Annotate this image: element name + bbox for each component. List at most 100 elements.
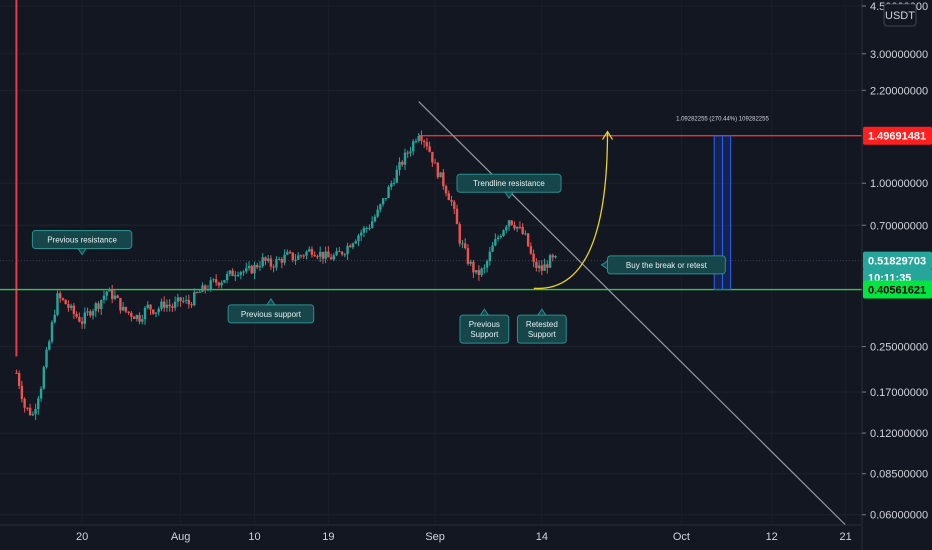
price-badge-label: 1.49691481 (868, 131, 926, 143)
candle-body (206, 289, 210, 291)
candle-body (395, 169, 398, 183)
candle-body (474, 270, 478, 273)
candle-body (318, 251, 322, 257)
candle-body (190, 304, 193, 306)
candle-body (69, 305, 73, 308)
candle-body (130, 312, 133, 317)
candle-body (458, 224, 461, 244)
candle-body (42, 367, 45, 389)
candle-body (253, 264, 256, 274)
candle-body (499, 235, 502, 238)
candle-body (15, 372, 18, 374)
note-pointer (504, 191, 514, 200)
candle-body (157, 308, 160, 313)
candle-body (242, 271, 245, 273)
candle-body (193, 292, 196, 306)
candle-body (477, 270, 481, 276)
candle-body (275, 259, 278, 268)
candle-body (152, 309, 155, 314)
note-previous-resistance: Previous resistance (31, 230, 133, 256)
candle-body (258, 266, 262, 268)
candle-body (398, 161, 401, 170)
candle-body (368, 227, 371, 229)
candle-body (26, 407, 29, 409)
note-text: Buy the break or retest (626, 261, 708, 270)
candle-body (264, 257, 267, 261)
price-badge-label: 0.51829703 (868, 256, 926, 268)
candle-body (91, 311, 95, 316)
candle-body (204, 285, 207, 290)
candle-body (234, 275, 237, 277)
candle-body (266, 258, 270, 261)
candle-body (346, 245, 349, 255)
candle-body (316, 256, 319, 258)
candle-body (428, 146, 431, 152)
candle-body (209, 280, 212, 290)
candle-body (329, 257, 333, 260)
x-tick-label: 19 (322, 531, 334, 543)
x-tick-label: 12 (766, 531, 778, 543)
candle-body (272, 266, 275, 268)
candle-body (455, 208, 459, 225)
candle-body (472, 261, 475, 273)
candle-body (365, 227, 368, 229)
candle-body (132, 316, 136, 319)
candle-body (149, 304, 152, 310)
candle-body (297, 255, 300, 260)
note-buy-the-break: Buy the break or retest (600, 255, 726, 275)
candle-body (351, 243, 355, 248)
candle-body (349, 245, 352, 248)
candle-body (182, 300, 185, 302)
candle-body (373, 216, 377, 222)
candle-body (80, 321, 84, 324)
candle-body (450, 200, 453, 202)
candle-body (86, 311, 89, 313)
candle-body (436, 162, 440, 178)
candle-body (381, 198, 385, 205)
price-axis[interactable]: 4.500000003.000000002.200000001.00000000… (861, 0, 928, 550)
candle-body (162, 301, 166, 308)
candle-body (379, 204, 382, 210)
candle-body (250, 265, 253, 274)
measure-label: 1.09282255 (270.44%) 109282255 (676, 117, 769, 123)
time-axis[interactable]: 20 Aug 10 19 Sep 14 Oct 12 21 (0, 524, 862, 543)
candle-body (50, 322, 54, 342)
currency-button[interactable]: USDT (883, 3, 917, 27)
x-tick-label: Sep (425, 531, 445, 543)
candle-body (146, 304, 149, 308)
candle-body (187, 299, 191, 305)
candle-body (551, 255, 554, 258)
candle-body (102, 295, 106, 300)
candle-body (488, 251, 492, 262)
candle-body (20, 385, 24, 399)
price-badge: 0.51829703 (863, 251, 932, 270)
candle-body (83, 312, 87, 324)
candle-body (302, 255, 305, 257)
candle-body (135, 314, 139, 319)
candle-body (39, 388, 43, 399)
y-tick-label: 3.00000000 (870, 49, 928, 61)
candle-body (45, 349, 48, 368)
candle-body (483, 267, 486, 269)
candle-body (406, 152, 409, 154)
candle-body (34, 409, 37, 415)
candle-body (420, 136, 423, 141)
note-pointer (265, 297, 276, 306)
price-badge-bg (863, 251, 932, 270)
note-text: Previous (469, 320, 500, 329)
target-arrow (533, 131, 609, 289)
candle-body (94, 303, 97, 312)
candle-body (305, 251, 308, 256)
candle-body (256, 264, 259, 268)
candle-body (310, 249, 314, 255)
candle-body (143, 307, 147, 320)
candle-body (72, 305, 76, 314)
candle-body (412, 141, 415, 152)
candle-body (384, 197, 388, 199)
y-tick-label: 2.20000000 (870, 85, 928, 97)
candle-body (494, 239, 497, 246)
candle-body (201, 285, 204, 292)
